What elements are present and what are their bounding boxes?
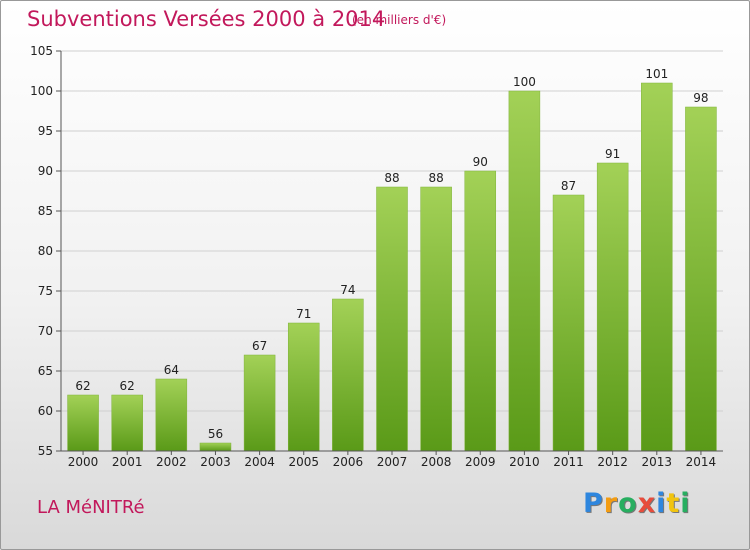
bar-value-label: 91: [605, 147, 620, 161]
y-tick-label: 100: [30, 84, 53, 98]
x-tick-label: 2001: [112, 455, 143, 469]
x-tick-label: 2011: [553, 455, 584, 469]
bar: [508, 90, 541, 452]
logo-letter: P: [583, 488, 604, 519]
x-tick-label: 2009: [465, 455, 496, 469]
y-tick-label: 75: [38, 284, 53, 298]
bar-value-label: 100: [513, 75, 536, 89]
y-tick-label: 65: [38, 364, 53, 378]
bar: [464, 170, 497, 452]
logo-letter: t: [666, 488, 681, 519]
bar: [243, 354, 276, 452]
bar: [199, 442, 232, 452]
x-tick-label: 2004: [244, 455, 275, 469]
bar-value-label: 98: [693, 91, 708, 105]
chart-title: Subventions Versées 2000 à 2014: [27, 7, 386, 31]
x-tick-label: 2003: [200, 455, 231, 469]
y-tick-label: 105: [30, 44, 53, 58]
bar-value-label: 56: [208, 427, 223, 441]
y-tick-label: 90: [38, 164, 53, 178]
logo-letter: r: [603, 488, 619, 519]
x-tick-label: 2002: [156, 455, 187, 469]
bar: [155, 378, 188, 452]
x-tick-label: 2012: [597, 455, 628, 469]
x-tick-label: 2010: [509, 455, 540, 469]
y-tick-label: 95: [38, 124, 53, 138]
y-tick-label: 55: [38, 444, 53, 458]
chart-subtitle: (en milliers d'€): [352, 13, 447, 27]
y-tick-label: 85: [38, 204, 53, 218]
logo-letter: o: [618, 488, 638, 519]
y-tick-label: 70: [38, 324, 53, 338]
x-tick-label: 2007: [377, 455, 408, 469]
bar: [641, 82, 673, 452]
bar: [552, 194, 585, 452]
logo-letter: i: [656, 488, 667, 519]
x-tick-label: 2000: [68, 455, 99, 469]
y-tick-label: 80: [38, 244, 53, 258]
y-tick-label: 60: [38, 404, 53, 418]
bar-value-label: 74: [340, 283, 355, 297]
bar-value-label: 88: [384, 171, 399, 185]
bar: [685, 106, 717, 452]
x-tick-label: 2014: [686, 455, 717, 469]
bar-value-label: 88: [428, 171, 443, 185]
bar: [287, 322, 320, 452]
bar: [420, 186, 452, 452]
logo-letter: x: [637, 488, 657, 519]
bar: [111, 394, 143, 452]
bar-value-label: 87: [561, 179, 576, 193]
bar: [332, 298, 364, 452]
x-tick-label: 2008: [421, 455, 452, 469]
bar-value-label: 62: [75, 379, 90, 393]
bar-value-label: 62: [120, 379, 135, 393]
bar-value-label: 64: [164, 363, 179, 377]
bar: [596, 162, 629, 452]
bar-value-label: 71: [296, 307, 311, 321]
bar-value-label: 90: [473, 155, 488, 169]
x-tick-label: 2006: [333, 455, 364, 469]
bar: [67, 394, 99, 452]
proxiti-logo: Proxiti: [583, 488, 691, 519]
x-tick-label: 2005: [288, 455, 319, 469]
x-tick-label: 2013: [642, 455, 673, 469]
bar-value-label: 101: [645, 67, 668, 81]
bar-value-label: 67: [252, 339, 267, 353]
commune-name: LA MéNITRé: [37, 497, 145, 518]
logo-letter: i: [680, 488, 691, 519]
bar: [376, 186, 408, 452]
